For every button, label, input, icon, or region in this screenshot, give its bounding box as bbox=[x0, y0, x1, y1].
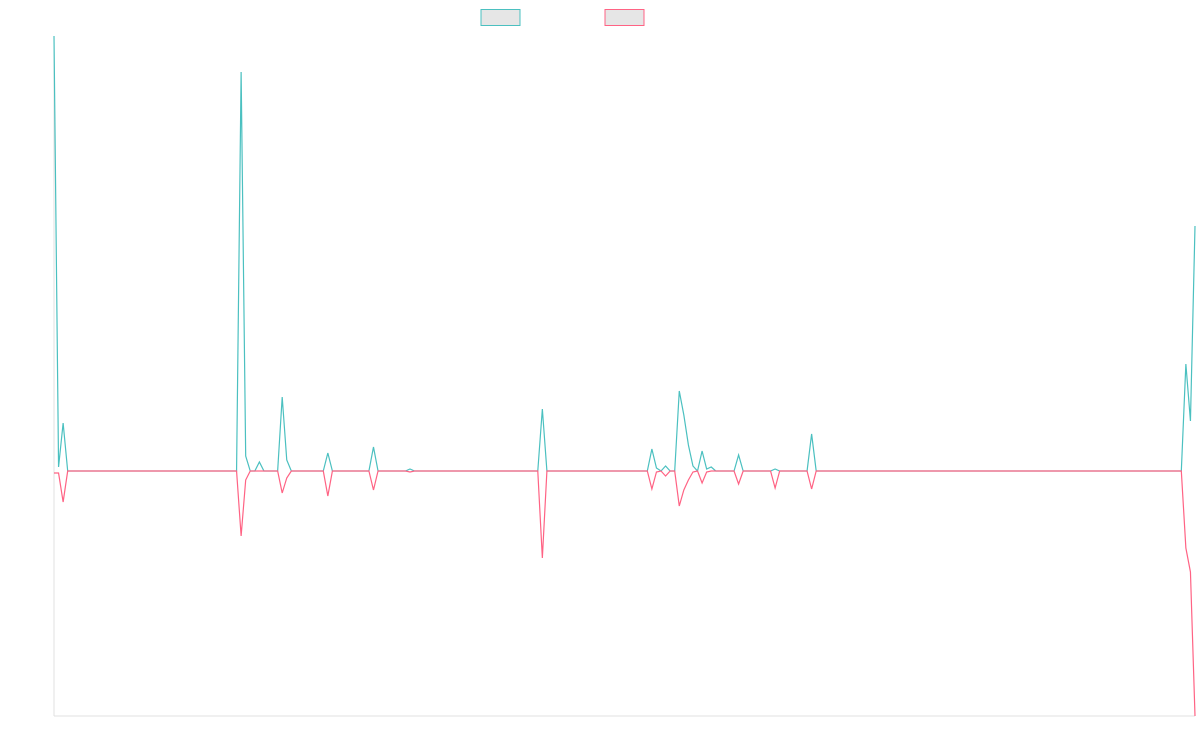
legend-swatch[interactable] bbox=[604, 9, 645, 26]
legend-swatch[interactable] bbox=[480, 9, 521, 26]
series-line bbox=[53, 35, 1196, 473]
series-line bbox=[54, 470, 1196, 717]
